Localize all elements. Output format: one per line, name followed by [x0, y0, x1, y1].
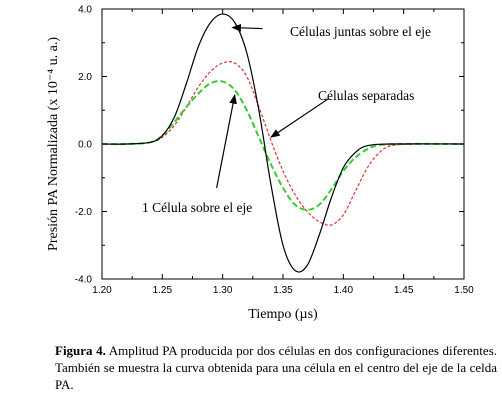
x-tick-label: 1.35 [273, 285, 293, 296]
caption-label: Figura 4. [55, 343, 106, 358]
x-tick-label: 1.40 [334, 285, 354, 296]
y-axis-label: Presión PA Normalizada (x 10⁻⁴ u. a.) [46, 37, 61, 251]
x-tick-label: 1.45 [394, 285, 414, 296]
x-axis-label: Tiempo (µs) [248, 307, 318, 322]
annotation-label: Células separadas [318, 88, 414, 103]
series-line-solid [101, 13, 465, 273]
caption-text: Amplitud PA producida por dos células en… [55, 343, 497, 392]
annotation-label: 1 Célula sobre el eje [142, 200, 252, 215]
y-tick-label: 2.0 [78, 72, 92, 83]
x-tick-label: 1.25 [153, 285, 173, 296]
annotation-arrow [231, 24, 263, 32]
y-tick-label: 0.0 [78, 140, 92, 151]
chart: 1.20 1.25 1.30 1.35 1.40 1.45 1.50 4.0 2.0 0.0 -2.… [46, 5, 474, 323]
x-tick-label: 1.30 [213, 285, 233, 296]
series [101, 13, 465, 273]
annotation-arrow [216, 94, 237, 188]
y-tick-label: -2.0 [75, 207, 93, 218]
y-tick-label: 4.0 [78, 5, 92, 16]
annotation-label: Células juntas sobre el eje [290, 24, 431, 39]
x-tick-label: 1.50 [454, 285, 474, 296]
x-tick-label: 1.20 [92, 285, 112, 296]
series-line-dashed [101, 61, 465, 226]
y-tick-label: -4.0 [75, 275, 93, 286]
annotations: Células juntas sobre el eje Células sepa… [142, 24, 431, 215]
figure-caption: Figura 4. Amplitud PA producida por dos … [55, 342, 497, 393]
annotation-arrow [270, 97, 330, 138]
